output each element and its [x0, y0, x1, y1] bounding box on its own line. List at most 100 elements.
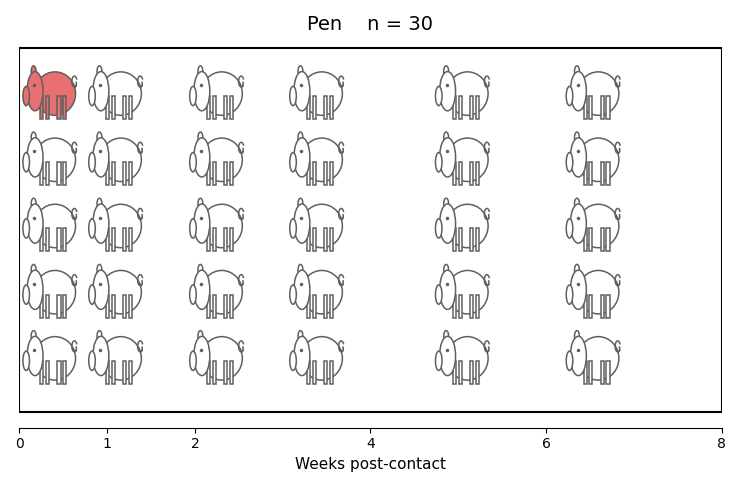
Ellipse shape	[31, 331, 36, 341]
Ellipse shape	[100, 337, 142, 380]
Bar	[601, 295, 604, 318]
Bar	[325, 96, 328, 119]
Bar	[453, 295, 456, 318]
Bar	[230, 228, 233, 251]
Bar	[325, 162, 328, 185]
Bar	[459, 295, 462, 318]
Ellipse shape	[93, 72, 109, 111]
Bar	[230, 295, 233, 318]
Bar	[123, 96, 127, 119]
Ellipse shape	[290, 219, 296, 238]
Bar	[606, 228, 610, 251]
Ellipse shape	[23, 285, 30, 304]
Bar	[213, 361, 216, 384]
Bar	[584, 295, 587, 318]
Bar	[308, 162, 310, 185]
Ellipse shape	[93, 270, 109, 309]
Ellipse shape	[444, 331, 448, 341]
Bar	[46, 162, 49, 185]
Bar	[40, 228, 44, 251]
Ellipse shape	[447, 138, 488, 182]
Ellipse shape	[194, 72, 210, 111]
Ellipse shape	[444, 264, 448, 275]
Ellipse shape	[298, 264, 303, 275]
Ellipse shape	[35, 138, 76, 182]
Bar	[308, 228, 310, 251]
Bar	[230, 162, 233, 185]
Bar	[213, 162, 216, 185]
Bar	[129, 162, 132, 185]
Bar	[606, 162, 610, 185]
Ellipse shape	[27, 138, 43, 177]
Ellipse shape	[302, 337, 342, 380]
Ellipse shape	[23, 351, 30, 371]
Ellipse shape	[194, 270, 210, 309]
Ellipse shape	[31, 132, 36, 143]
Ellipse shape	[439, 337, 456, 375]
Ellipse shape	[294, 204, 310, 243]
Bar	[606, 361, 610, 384]
Ellipse shape	[89, 351, 96, 371]
Ellipse shape	[298, 198, 303, 209]
Ellipse shape	[578, 270, 619, 314]
Ellipse shape	[27, 270, 43, 309]
Bar	[63, 162, 66, 185]
Bar	[40, 162, 44, 185]
Ellipse shape	[35, 270, 76, 314]
Ellipse shape	[290, 152, 296, 172]
Ellipse shape	[93, 337, 109, 375]
Bar	[325, 228, 328, 251]
Ellipse shape	[190, 219, 196, 238]
Bar	[589, 295, 593, 318]
Ellipse shape	[93, 138, 109, 177]
Ellipse shape	[198, 66, 203, 76]
Bar	[470, 162, 473, 185]
Bar	[313, 162, 316, 185]
Bar	[225, 361, 227, 384]
Bar	[459, 162, 462, 185]
Bar	[308, 361, 310, 384]
Ellipse shape	[436, 219, 442, 238]
Bar	[46, 96, 49, 119]
Bar	[313, 295, 316, 318]
Ellipse shape	[198, 264, 203, 275]
Bar	[129, 96, 132, 119]
Bar	[476, 162, 479, 185]
Bar	[589, 228, 593, 251]
Ellipse shape	[89, 285, 96, 304]
Ellipse shape	[447, 270, 488, 314]
Bar	[589, 162, 593, 185]
Ellipse shape	[190, 86, 196, 106]
Bar	[112, 361, 115, 384]
Bar	[325, 361, 328, 384]
Ellipse shape	[198, 132, 203, 143]
Ellipse shape	[574, 331, 579, 341]
Bar	[225, 228, 227, 251]
Bar	[58, 361, 61, 384]
Bar	[207, 228, 210, 251]
Bar	[129, 228, 132, 251]
Ellipse shape	[447, 204, 488, 248]
Ellipse shape	[31, 264, 36, 275]
Ellipse shape	[27, 72, 43, 111]
Ellipse shape	[23, 86, 30, 106]
Ellipse shape	[571, 138, 586, 177]
Bar	[453, 228, 456, 251]
Ellipse shape	[202, 270, 242, 314]
Bar	[106, 162, 109, 185]
Ellipse shape	[566, 152, 573, 172]
Bar	[40, 96, 44, 119]
Ellipse shape	[578, 72, 619, 115]
Ellipse shape	[436, 152, 442, 172]
Ellipse shape	[294, 337, 310, 375]
Ellipse shape	[97, 264, 102, 275]
Ellipse shape	[298, 66, 303, 76]
Bar	[325, 295, 328, 318]
Ellipse shape	[89, 86, 96, 106]
Bar	[313, 96, 316, 119]
Bar	[129, 361, 132, 384]
Ellipse shape	[302, 204, 342, 248]
Ellipse shape	[202, 72, 242, 115]
Bar	[330, 295, 333, 318]
Ellipse shape	[97, 198, 102, 209]
